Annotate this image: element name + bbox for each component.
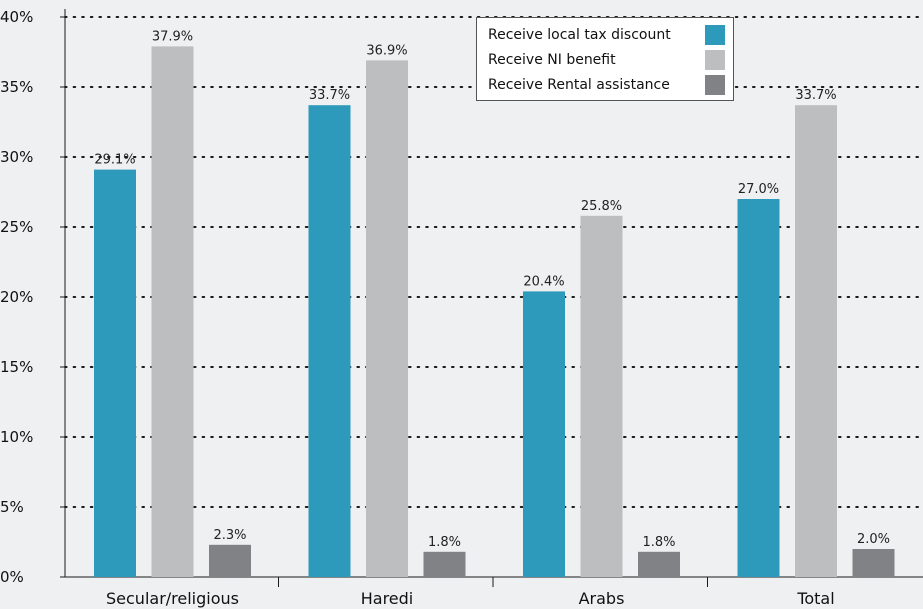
y-tick-label: 5% xyxy=(0,498,24,516)
y-tick-label: 0% xyxy=(0,568,24,586)
category-label: Arabs xyxy=(579,589,625,608)
data-label: 2.0% xyxy=(857,532,890,547)
data-label: 25.8% xyxy=(581,199,622,214)
bar xyxy=(423,551,466,577)
data-label: 36.9% xyxy=(366,43,407,58)
legend-swatch-ni-benefit xyxy=(705,49,725,70)
legend-label-rental-assistance: Receive Rental assistance xyxy=(488,76,670,93)
legend-item-ni-benefit: Receive NI benefit xyxy=(488,47,725,72)
bar xyxy=(852,549,895,577)
bar xyxy=(737,199,780,577)
y-tick-label: 30% xyxy=(0,148,33,166)
y-tick-label: 15% xyxy=(0,358,33,376)
legend-swatch-local-tax xyxy=(705,24,725,45)
bar xyxy=(366,60,408,577)
bar xyxy=(209,544,251,577)
data-label: 29.1% xyxy=(94,153,135,168)
bar xyxy=(94,169,136,577)
bar xyxy=(795,105,837,577)
legend: Receive local tax discount Receive NI be… xyxy=(476,17,734,101)
data-label: 33.7% xyxy=(795,88,836,103)
category-label: Secular/religious xyxy=(106,589,239,608)
bar xyxy=(308,105,351,577)
legend-label-local-tax: Receive local tax discount xyxy=(488,26,671,43)
y-tick-label: 35% xyxy=(0,78,33,96)
bar xyxy=(523,291,565,577)
legend-label-ni-benefit: Receive NI benefit xyxy=(488,51,616,68)
data-label: 2.3% xyxy=(213,528,246,543)
y-tick-label: 10% xyxy=(0,428,33,446)
data-label: 1.8% xyxy=(642,535,675,550)
data-label: 37.9% xyxy=(152,29,193,44)
bar xyxy=(151,46,194,577)
bar xyxy=(580,215,623,578)
y-tick-label: 20% xyxy=(0,288,33,306)
category-label: Total xyxy=(796,589,834,608)
y-tick-label: 25% xyxy=(0,218,33,236)
data-label: 1.8% xyxy=(428,535,461,550)
legend-item-local-tax: Receive local tax discount xyxy=(488,22,725,47)
data-label: 20.4% xyxy=(523,274,564,289)
legend-swatch-rental-assistance xyxy=(705,74,725,95)
data-label: 27.0% xyxy=(738,182,779,197)
y-tick-label: 40% xyxy=(0,8,33,26)
data-label: 33.7% xyxy=(309,88,350,103)
legend-item-rental-assistance: Receive Rental assistance xyxy=(488,72,725,97)
bar xyxy=(638,551,680,577)
category-label: Haredi xyxy=(361,589,414,608)
